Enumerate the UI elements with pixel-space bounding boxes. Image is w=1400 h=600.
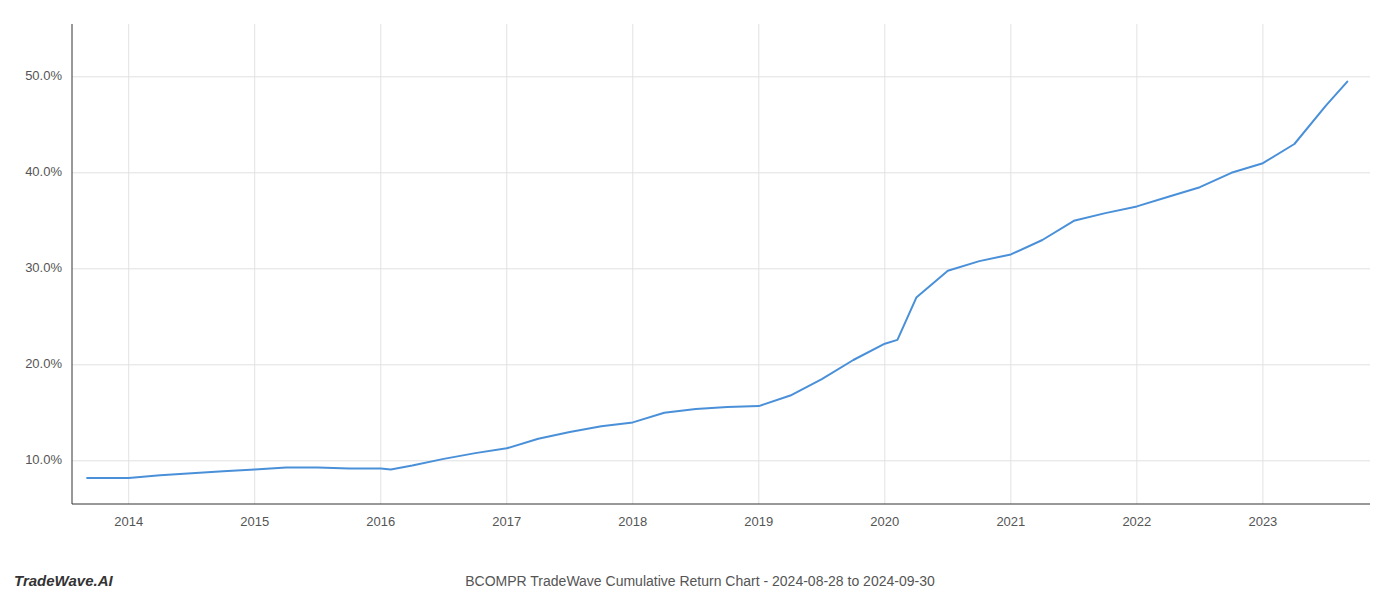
x-grid-line xyxy=(884,24,885,504)
y-tick-label: 20.0% xyxy=(25,356,62,371)
x-grid-line xyxy=(1010,24,1011,504)
x-tick-label: 2022 xyxy=(1122,514,1151,529)
x-grid-line xyxy=(632,24,633,504)
x-tick-label: 2021 xyxy=(996,514,1025,529)
x-tick-label: 2019 xyxy=(744,514,773,529)
x-tick-label: 2016 xyxy=(366,514,395,529)
chart: 10.0% 20.0% 30.0% 40.0% 50.0% 2014 2015 2016 201… xyxy=(0,0,1400,600)
title: BCOMPR TradeWave Cumulative Return Chart… xyxy=(465,573,935,589)
x-grid-line xyxy=(380,24,381,504)
x-grid-line xyxy=(1262,24,1263,504)
y-grid-line xyxy=(72,364,1370,365)
page: {"chart_data": {"type": "line", "title":… xyxy=(0,0,1400,600)
axes xyxy=(72,24,1370,504)
y-tick-label: 40.0% xyxy=(25,164,62,179)
y-grid-line xyxy=(72,268,1370,269)
x-grid-line xyxy=(128,24,129,504)
x-tick-label: 2023 xyxy=(1248,514,1277,529)
x-tick-label: 2015 xyxy=(240,514,269,529)
x-grid-line xyxy=(506,24,507,504)
x-tick-label: 2020 xyxy=(870,514,899,529)
line xyxy=(87,82,1347,478)
y-tick-label: 10.0% xyxy=(25,452,62,467)
x-axis-line xyxy=(72,504,1370,505)
plot-area xyxy=(87,82,1347,478)
y-tick-label: 50.0% xyxy=(25,68,62,83)
y-grid-line xyxy=(72,460,1370,461)
x-tick-label: 2014 xyxy=(114,514,143,529)
y-axis-line xyxy=(72,24,73,504)
x-tick-label: 2018 xyxy=(618,514,647,529)
watermark: TradeWave.AI xyxy=(14,572,113,589)
x-grid-line xyxy=(254,24,255,504)
grid xyxy=(72,24,1370,504)
y-grid-line xyxy=(72,76,1370,77)
ticks: 10.0% 20.0% 30.0% 40.0% 50.0% 2014 2015 2016 201… xyxy=(25,68,1277,529)
x-tick-label: 2017 xyxy=(492,514,521,529)
x-grid-line xyxy=(758,24,759,504)
y-tick-label: 30.0% xyxy=(25,260,62,275)
y-grid-line xyxy=(72,172,1370,173)
x-grid-line xyxy=(1136,24,1137,504)
